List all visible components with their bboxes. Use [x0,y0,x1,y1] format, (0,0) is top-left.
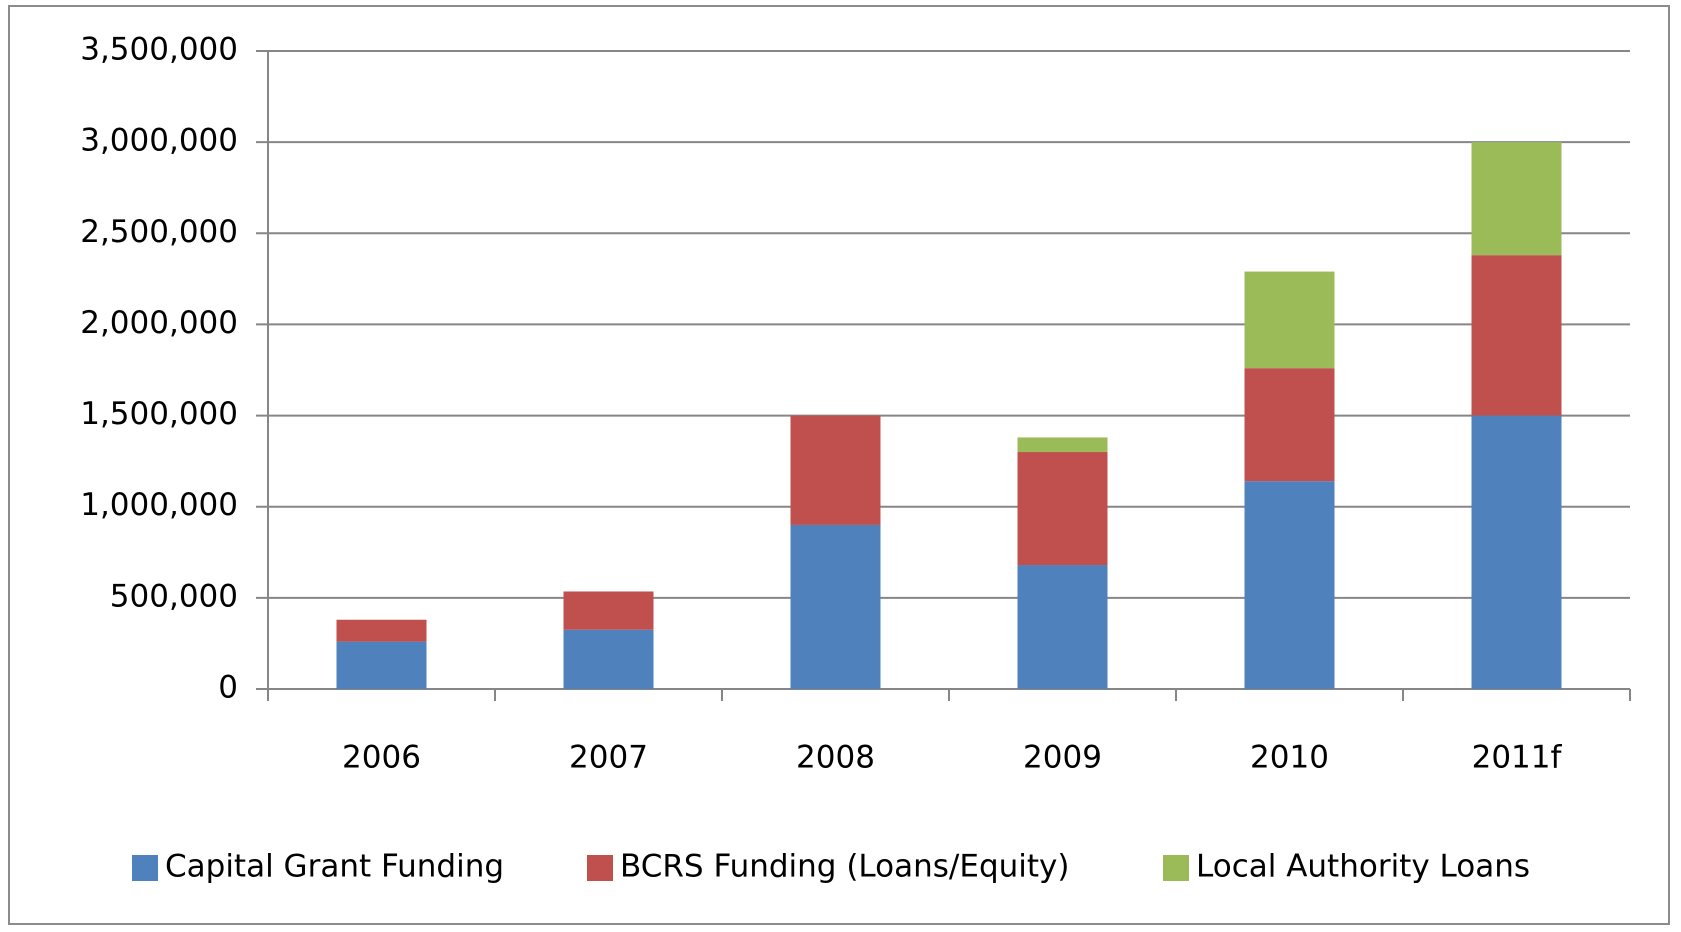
x-tick-label: 2007 [569,740,648,776]
y-tick-label: 0 [218,670,238,706]
bar-segment [336,641,427,689]
x-tick-label: 2011f [1472,740,1563,776]
y-tick-label: 1,000,000 [80,487,238,523]
legend-swatch [1163,855,1189,881]
y-tick-label: 1,500,000 [80,396,238,432]
bar-segment [336,619,427,642]
x-tick-label: 2006 [342,740,421,776]
bar-segment [790,415,881,525]
legend-swatch [587,855,613,881]
bar-segment [1244,481,1335,689]
bar-segment [790,524,881,689]
legend-label: Local Authority Loans [1196,849,1530,885]
bar-segment [1471,255,1562,416]
y-tick-label: 2,000,000 [80,305,238,341]
bar-segment [1244,271,1335,369]
bar-segment [1017,452,1108,566]
x-tick-label: 2010 [1250,740,1329,776]
y-tick-label: 3,500,000 [80,32,238,68]
x-tick-label: 2009 [1023,740,1102,776]
bar-segment [1471,142,1562,256]
y-tick-label: 2,500,000 [80,214,238,250]
y-tick-label: 3,000,000 [80,123,238,159]
x-tick-label: 2008 [796,740,875,776]
bar-segment [563,591,654,630]
bar-segment [1017,565,1108,689]
bar-segment [563,629,654,689]
bar-segment [1017,437,1108,453]
bar-segment [1244,368,1335,482]
legend-label: BCRS Funding (Loans/Equity) [620,849,1070,885]
legend-swatch [132,855,158,881]
bar-segment [1471,415,1562,689]
legend-label: Capital Grant Funding [165,849,504,885]
y-tick-label: 500,000 [110,578,238,614]
